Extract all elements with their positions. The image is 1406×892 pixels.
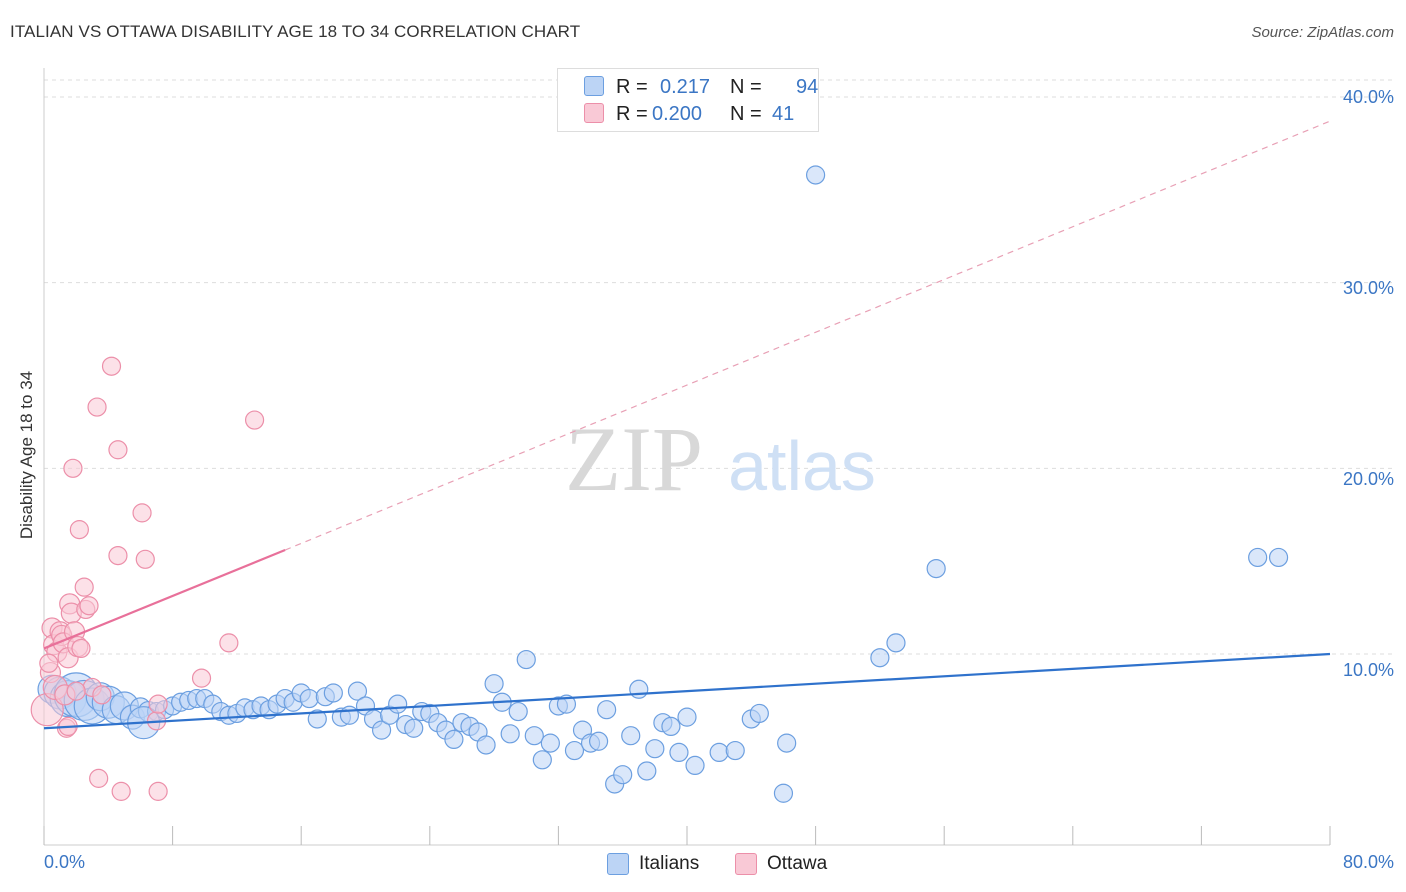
- legend-label-italians: Italians: [639, 853, 700, 874]
- ottawa-point: [244, 410, 265, 430]
- italians-point: [709, 742, 729, 763]
- italians-point: [508, 701, 528, 722]
- ottawa-point: [66, 681, 86, 701]
- italians-point: [749, 703, 769, 724]
- n-value: 94: [796, 75, 819, 98]
- italians-point: [339, 705, 360, 725]
- ottawa-point: [69, 520, 89, 540]
- legend-label-ottawa: Ottawa: [767, 853, 828, 874]
- italians-point: [404, 718, 424, 738]
- italians-point: [677, 707, 697, 727]
- italians-point: [597, 700, 617, 720]
- trend-lines: [43, 120, 1331, 730]
- italians-point: [685, 755, 705, 776]
- italians-point: [444, 729, 464, 750]
- y-tick-label: 30.0%: [1342, 278, 1394, 298]
- italians-point: [1248, 547, 1268, 568]
- italians-point: [347, 681, 368, 701]
- ottawa-point: [108, 545, 128, 566]
- x-tick-label: 80.0%: [1342, 852, 1394, 872]
- italians-point: [805, 165, 826, 185]
- source-credit: Source: ZipAtlas.com: [1251, 24, 1394, 41]
- y-tick-label: 10.0%: [1342, 660, 1394, 680]
- italians-point: [371, 720, 392, 740]
- ottawa-point: [63, 458, 83, 478]
- italians-point: [621, 726, 641, 746]
- n-label: N =: [730, 102, 762, 125]
- stats-legend: R = 0.217 N = 94 R = 0.200 N = 41: [557, 68, 819, 132]
- italians-point: [661, 716, 681, 737]
- italians-point: [669, 742, 689, 763]
- ottawa-point: [148, 781, 168, 801]
- n-value: 41: [772, 102, 795, 125]
- italians-point: [532, 750, 552, 770]
- legend-swatch-italians: [607, 853, 629, 875]
- italians-point: [645, 739, 665, 759]
- italians-point: [773, 783, 794, 803]
- ottawa-trend-extension: [284, 120, 1331, 551]
- gridlines: [44, 79, 1392, 655]
- italians-point: [870, 648, 890, 668]
- watermark: ZIP atlas: [565, 408, 876, 510]
- ottawa-point: [92, 685, 112, 705]
- italians-point: [926, 558, 946, 579]
- italians-point: [476, 735, 496, 755]
- italians-point: [613, 765, 633, 785]
- italians-point: [388, 694, 408, 714]
- y-tick-label: 40.0%: [1342, 87, 1394, 107]
- italians-point: [516, 649, 536, 670]
- n-label: N =: [730, 75, 762, 98]
- italians-point: [725, 740, 745, 761]
- italians-point: [484, 674, 504, 694]
- italians-point: [886, 633, 906, 653]
- legend-item-italians: Italians: [607, 851, 699, 877]
- y-tick-label: 20.0%: [1342, 469, 1394, 489]
- legend-swatch-ottawa: [735, 853, 757, 875]
- chart-title: ITALIAN VS OTTAWA DISABILITY AGE 18 TO 3…: [10, 22, 581, 41]
- italians-trend-line: [43, 652, 1331, 730]
- y-axis-label: Disability Age 18 to 34: [17, 370, 36, 540]
- italians-point: [777, 733, 797, 753]
- x-tick-label: 0.0%: [44, 852, 86, 872]
- ottawa-point: [74, 577, 94, 597]
- italians-point: [307, 709, 327, 729]
- r-label: R =: [616, 102, 648, 125]
- italians-point: [637, 761, 657, 781]
- ottawa-point: [39, 653, 59, 673]
- ottawa-point: [79, 596, 99, 616]
- r-value: 0.200: [652, 102, 703, 125]
- italians-point: [540, 733, 560, 753]
- ottawa-trend-line: [43, 549, 286, 650]
- ottawa-point: [219, 633, 239, 653]
- ottawa-point: [148, 694, 168, 714]
- italians-point: [323, 683, 343, 703]
- italians-point: [556, 694, 577, 714]
- ottawa-point: [191, 668, 212, 688]
- ottawa-point: [111, 781, 131, 801]
- legend-swatch-ottawa: [584, 103, 604, 123]
- legend-item-ottawa: Ottawa: [735, 851, 827, 877]
- ottawa-point: [89, 768, 109, 788]
- italians-point: [588, 731, 609, 751]
- italians-point: [629, 679, 649, 699]
- italians-point: [500, 724, 520, 744]
- italians-point: [564, 740, 585, 761]
- watermark-zip: ZIP: [565, 408, 703, 510]
- ottawa-point: [135, 549, 155, 569]
- italians-point: [299, 688, 319, 709]
- italians-point: [1268, 547, 1289, 568]
- data-points: [30, 165, 1289, 803]
- r-label: R =: [616, 75, 648, 98]
- italians-point: [524, 726, 544, 746]
- ottawa-point: [87, 397, 107, 417]
- ottawa-point: [108, 440, 128, 460]
- ottawa-point: [101, 356, 122, 376]
- ottawa-point: [132, 503, 152, 523]
- r-value: 0.217: [660, 75, 711, 98]
- ottawa-point: [71, 638, 91, 659]
- legend-swatch-italians: [584, 76, 604, 96]
- watermark-atlas: atlas: [728, 427, 876, 505]
